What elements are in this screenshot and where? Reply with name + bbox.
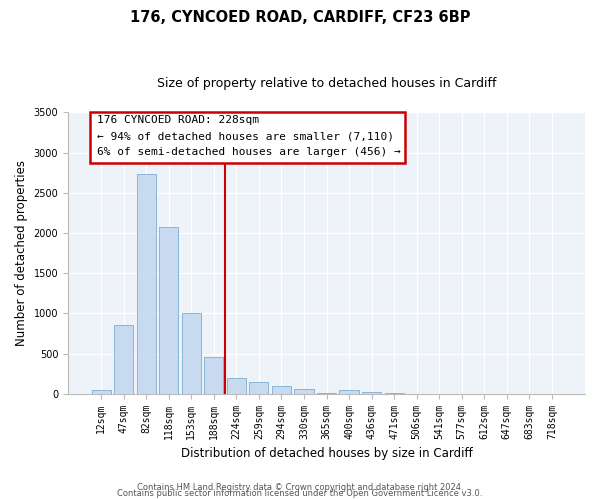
- Bar: [385, 393, 404, 394]
- X-axis label: Distribution of detached houses by size in Cardiff: Distribution of detached houses by size …: [181, 447, 472, 460]
- Bar: [137, 174, 156, 394]
- Text: 176 CYNCOED ROAD: 228sqm: 176 CYNCOED ROAD: 228sqm: [97, 116, 259, 126]
- Bar: [114, 325, 133, 394]
- Bar: [159, 228, 178, 394]
- FancyBboxPatch shape: [90, 112, 406, 163]
- Title: Size of property relative to detached houses in Cardiff: Size of property relative to detached ho…: [157, 78, 496, 90]
- Bar: [272, 386, 291, 394]
- Bar: [295, 389, 314, 394]
- Bar: [362, 392, 381, 394]
- Bar: [204, 356, 223, 394]
- Bar: [250, 382, 268, 394]
- Bar: [92, 390, 110, 394]
- Text: 176, CYNCOED ROAD, CARDIFF, CF23 6BP: 176, CYNCOED ROAD, CARDIFF, CF23 6BP: [130, 10, 470, 25]
- Text: Contains HM Land Registry data © Crown copyright and database right 2024.: Contains HM Land Registry data © Crown c…: [137, 484, 463, 492]
- Text: ← 94% of detached houses are smaller (7,110): ← 94% of detached houses are smaller (7,…: [97, 132, 394, 141]
- Bar: [340, 390, 359, 394]
- Bar: [317, 393, 336, 394]
- Bar: [227, 378, 246, 394]
- Y-axis label: Number of detached properties: Number of detached properties: [15, 160, 28, 346]
- Text: Contains public sector information licensed under the Open Government Licence v3: Contains public sector information licen…: [118, 490, 482, 498]
- Bar: [182, 312, 201, 394]
- Text: 6% of semi-detached houses are larger (456) →: 6% of semi-detached houses are larger (4…: [97, 148, 400, 158]
